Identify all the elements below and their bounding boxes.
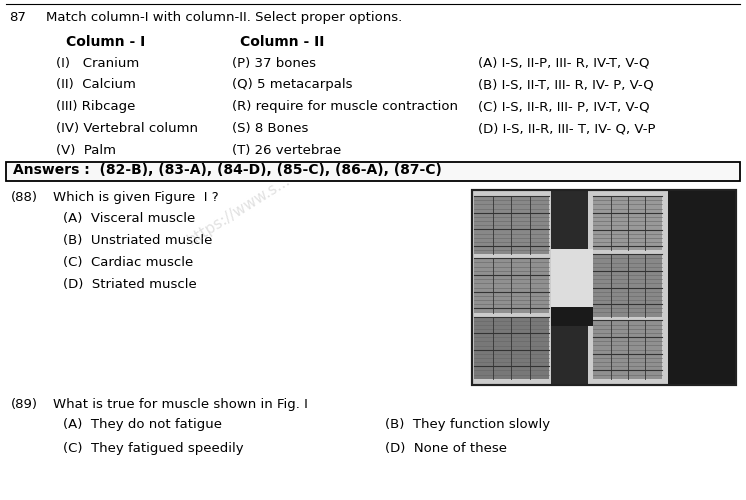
Bar (668, 190, 736, 384)
Bar (594, 196, 662, 250)
Text: Match column-I with column-II. Select proper options.: Match column-I with column-II. Select pr… (46, 10, 402, 24)
Text: (Q) 5 metacarpals: (Q) 5 metacarpals (232, 78, 353, 92)
Bar (471, 190, 736, 384)
Bar (474, 316, 548, 379)
Text: (B) I-S, II-T, III- R, IV- P, V-Q: (B) I-S, II-T, III- R, IV- P, V-Q (477, 78, 653, 92)
Text: https://www.s...: https://www.s... (185, 172, 293, 248)
Bar (594, 320, 662, 379)
Bar (551, 248, 594, 264)
Bar (551, 190, 588, 384)
Text: (V)  Palm: (V) Palm (56, 144, 116, 158)
Text: (II)  Calcium: (II) Calcium (56, 78, 136, 92)
Text: Column - I: Column - I (66, 34, 145, 48)
Bar (551, 248, 594, 307)
Text: Column - II: Column - II (240, 34, 325, 48)
Text: (R) require for muscle contraction: (R) require for muscle contraction (232, 100, 458, 114)
Text: (88): (88) (10, 191, 38, 204)
Bar (474, 258, 548, 312)
Text: (C)  They fatigued speedily: (C) They fatigued speedily (63, 442, 243, 456)
Text: Which is given Figure  I ?: Which is given Figure I ? (53, 191, 219, 204)
Text: What is true for muscle shown in Fig. I: What is true for muscle shown in Fig. I (53, 398, 307, 410)
Text: (B)  Unstriated muscle: (B) Unstriated muscle (63, 234, 212, 247)
Text: (III) Ribcage: (III) Ribcage (56, 100, 135, 114)
Bar (594, 254, 662, 316)
Text: (S) 8 Bones: (S) 8 Bones (232, 122, 309, 136)
Text: (A) I-S, II-P, III- R, IV-T, V-Q: (A) I-S, II-P, III- R, IV-T, V-Q (477, 56, 649, 70)
Text: (D)  None of these: (D) None of these (385, 442, 507, 456)
Bar (6, 162, 740, 181)
Text: (89): (89) (10, 398, 38, 410)
Text: (D)  Striated muscle: (D) Striated muscle (63, 278, 196, 291)
Bar (551, 307, 594, 326)
Text: (A)  They do not fatigue: (A) They do not fatigue (63, 418, 222, 430)
Bar (474, 196, 548, 254)
Text: (I)   Cranium: (I) Cranium (56, 56, 139, 70)
Text: (B)  They function slowly: (B) They function slowly (385, 418, 550, 430)
Text: (D) I-S, II-R, III- T, IV- Q, V-P: (D) I-S, II-R, III- T, IV- Q, V-P (477, 122, 655, 136)
Text: (C) I-S, II-R, III- P, IV-T, V-Q: (C) I-S, II-R, III- P, IV-T, V-Q (477, 100, 650, 114)
Bar (471, 190, 736, 384)
Text: (P) 37 bones: (P) 37 bones (232, 56, 316, 70)
Text: (IV) Vertebral column: (IV) Vertebral column (56, 122, 198, 136)
Text: (T) 26 vertebrae: (T) 26 vertebrae (232, 144, 342, 158)
Text: (A)  Visceral muscle: (A) Visceral muscle (63, 212, 195, 225)
Text: Answers :  (82-B), (83-A), (84-D), (85-C), (86-A), (87-C): Answers : (82-B), (83-A), (84-D), (85-C)… (13, 163, 442, 177)
Text: 87: 87 (9, 10, 25, 24)
Text: (C)  Cardiac muscle: (C) Cardiac muscle (63, 256, 192, 269)
